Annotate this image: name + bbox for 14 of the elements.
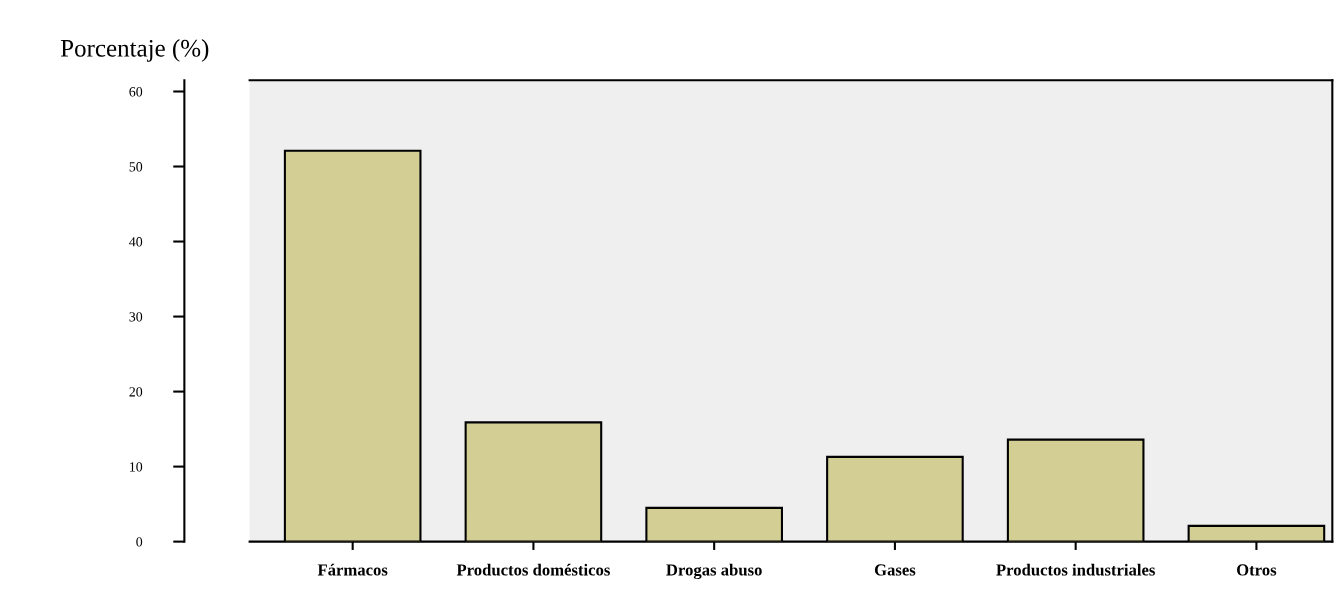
- y-tick-label: 60: [129, 87, 143, 97]
- y-tick-label: 50: [129, 162, 143, 172]
- x-tick-label: Drogas abuso: [666, 563, 762, 580]
- y-tick-label: 10: [130, 462, 143, 472]
- y-tick-label: 20: [129, 387, 143, 397]
- x-tick-label: Fármacos: [317, 563, 388, 576]
- x-tick-label: Gases: [874, 564, 916, 576]
- y-tick-label: 30: [129, 312, 143, 322]
- x-tick-label: Productos industriales: [996, 563, 1155, 576]
- y-tick-label: 40: [129, 237, 143, 247]
- x-tick-label: Otros: [1237, 564, 1277, 576]
- x-tick-label: Productos domésticos: [456, 563, 610, 576]
- y-axis-title: Porcentaje (%): [60, 39, 209, 62]
- y-tick-label: 0: [136, 537, 143, 547]
